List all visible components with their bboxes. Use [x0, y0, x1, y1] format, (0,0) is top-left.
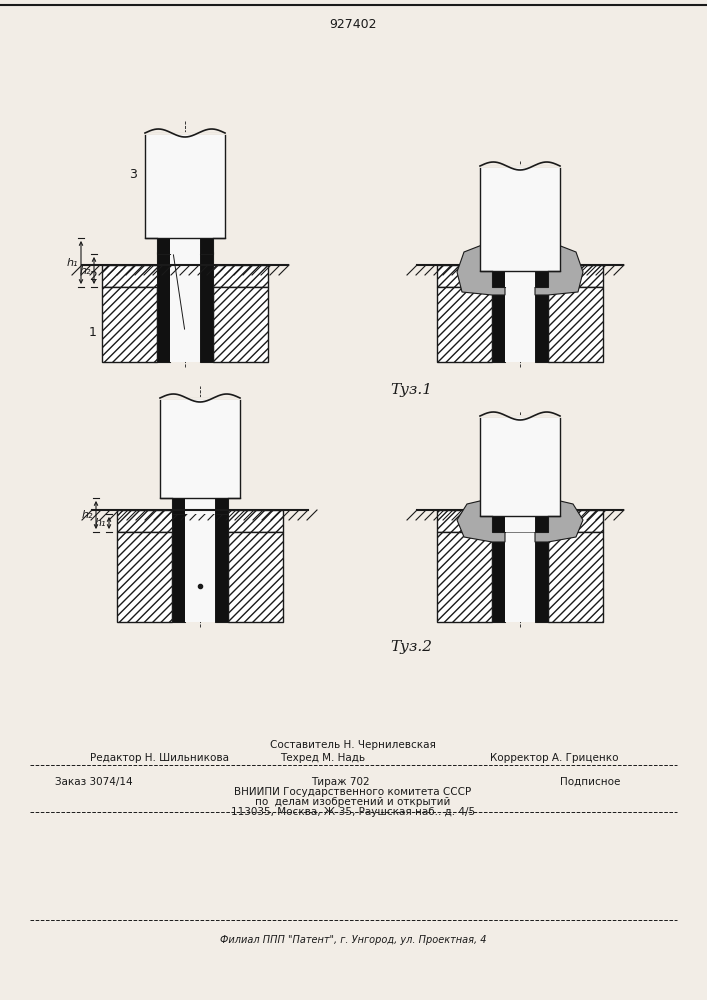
Bar	[145, 133, 225, 238]
Bar	[102, 265, 268, 287]
Bar	[102, 287, 157, 362]
Bar	[172, 512, 185, 622]
Text: Филиал ППП "Патент", г. Унгород, ул. Проектная, 4: Филиал ППП "Патент", г. Унгород, ул. Про…	[220, 935, 486, 945]
Polygon shape	[502, 497, 538, 532]
Polygon shape	[457, 245, 505, 295]
Text: Тираж 702: Тираж 702	[310, 777, 369, 787]
Text: 3: 3	[129, 168, 137, 182]
Text: h₂: h₂	[79, 265, 91, 275]
Text: h₁: h₁	[66, 257, 78, 267]
Bar	[170, 236, 200, 254]
Bar	[492, 532, 505, 622]
Bar	[505, 269, 535, 287]
Text: Техред М. Надь: Техред М. Надь	[280, 753, 365, 763]
Text: Редактор Н. Шильникова: Редактор Н. Шильникова	[90, 753, 229, 763]
Bar	[185, 512, 215, 622]
Bar	[215, 496, 228, 514]
Bar	[170, 252, 200, 362]
Bar	[157, 236, 170, 254]
Bar	[117, 510, 283, 532]
Bar	[505, 514, 535, 532]
Text: ВНИИПИ Государственного комитета СССР: ВНИИПИ Государственного комитета СССР	[235, 787, 472, 797]
Bar	[157, 252, 170, 362]
Polygon shape	[457, 500, 505, 542]
Bar	[535, 514, 548, 532]
Text: Τуз.1: Τуз.1	[390, 383, 432, 397]
Text: Подписное: Подписное	[560, 777, 620, 787]
Text: Заказ 3074/14: Заказ 3074/14	[55, 777, 133, 787]
Bar	[437, 510, 603, 532]
Text: Составитель Н. Чернилевская: Составитель Н. Чернилевская	[270, 740, 436, 750]
Bar	[505, 532, 535, 622]
Bar	[480, 416, 560, 516]
Text: 4: 4	[166, 240, 174, 253]
Bar	[437, 287, 492, 362]
Text: 113035, Москва, Ж-35, Раушская наб.. д. 4/5: 113035, Москва, Ж-35, Раушская наб.. д. …	[231, 807, 475, 817]
Bar	[492, 269, 505, 287]
Bar	[492, 287, 505, 362]
Bar	[437, 265, 603, 287]
Text: Корректор А. Гриценко: Корректор А. Гриценко	[490, 753, 619, 763]
Bar	[437, 532, 492, 622]
Text: 2: 2	[89, 269, 97, 282]
Bar	[480, 166, 560, 271]
Bar	[548, 287, 603, 362]
Bar	[213, 287, 268, 362]
Bar	[200, 252, 213, 362]
Text: h₂: h₂	[81, 510, 93, 520]
Bar	[492, 514, 505, 532]
Text: по  делам изобретений и открытий: по делам изобретений и открытий	[255, 797, 450, 807]
Text: h₁: h₁	[95, 518, 106, 528]
Bar	[535, 269, 548, 287]
Text: 1: 1	[89, 326, 97, 338]
Bar	[200, 236, 213, 254]
Text: Τуз.2: Τуз.2	[390, 640, 432, 654]
Bar	[505, 287, 535, 362]
Bar	[548, 532, 603, 622]
Bar	[215, 512, 228, 622]
Bar	[185, 496, 215, 514]
Polygon shape	[535, 245, 583, 295]
Bar	[535, 532, 548, 622]
Text: 927402: 927402	[329, 18, 377, 31]
Bar	[172, 496, 185, 514]
Bar	[117, 532, 172, 622]
Bar	[535, 287, 548, 362]
Bar	[228, 532, 283, 622]
Bar	[160, 398, 240, 498]
Polygon shape	[535, 500, 583, 542]
